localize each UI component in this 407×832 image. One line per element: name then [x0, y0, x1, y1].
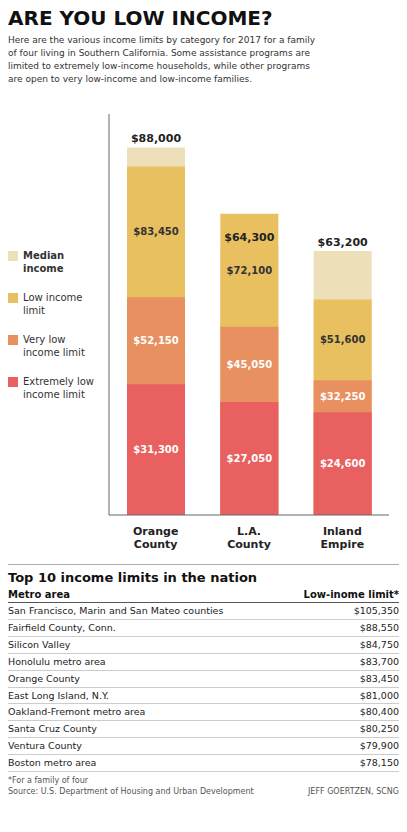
svg-text:$45,050: $45,050 — [227, 359, 273, 370]
svg-text:County: County — [227, 538, 271, 551]
html-text:$80,250: $80,250 — [359, 723, 399, 735]
svg-text:$24,600: $24,600 — [320, 458, 366, 469]
html-text:$78,150: $78,150 — [359, 757, 399, 769]
svg-text:$64,300: $64,300 — [224, 232, 274, 245]
html-text:Extremely low income limit: Extremely low income limit — [23, 376, 94, 401]
svg-text:Orange: Orange — [133, 525, 178, 538]
svg-text:Inland: Inland — [323, 525, 362, 538]
svg-text:L.A.: L.A. — [237, 525, 261, 538]
html-text:$84,750: $84,750 — [359, 638, 399, 650]
svg-text:$63,200: $63,200 — [318, 236, 368, 249]
html-text:Low income limit: Low income limit — [23, 292, 83, 317]
html-text:$83,700: $83,700 — [359, 655, 399, 667]
html-text:$88,550: $88,550 — [359, 622, 399, 634]
html-text:$105,350: $105,350 — [353, 605, 399, 617]
svg-text:Empire: Empire — [321, 538, 365, 551]
html-text:$83,450: $83,450 — [359, 672, 399, 684]
html-text:Oakland-Fremont metro area: Oakland-Fremont metro area — [8, 706, 146, 718]
html-text:Very low income limit: Very low income limit — [23, 334, 85, 359]
html-text:*For a family of four: *For a family of four — [8, 775, 88, 785]
html-text:Median income: Median income — [23, 250, 65, 275]
html-text:$80,400: $80,400 — [359, 706, 399, 718]
html-text:Source: U.S. Department of Hou: Source: U.S. Department of Housing and U… — [8, 786, 254, 796]
svg-text:$52,150: $52,150 — [133, 335, 179, 346]
html-text:Top 10 income limits in the na: Top 10 income limits in the nation — [8, 570, 258, 586]
svg-text:$31,300: $31,300 — [133, 444, 179, 455]
html-text:Ventura County: Ventura County — [8, 740, 82, 752]
html-text:East Long Island, N.Y.: East Long Island, N.Y. — [8, 689, 109, 701]
html-text:Here are the various income li: Here are the various income limits by ca… — [8, 35, 316, 85]
html-text:$79,900: $79,900 — [359, 740, 399, 752]
html-text:JEFF GOERTZEN, SCNG: JEFF GOERTZEN, SCNG — [308, 786, 399, 796]
svg-text:$72,100: $72,100 — [227, 265, 273, 276]
html-text:Metro area: Metro area — [8, 589, 70, 601]
html-text:Orange County: Orange County — [8, 672, 80, 684]
html-text:$81,000: $81,000 — [359, 689, 399, 701]
html-text:Santa Cruz County: Santa Cruz County — [8, 723, 97, 735]
html-text:Low-inome limit*: Low-inome limit* — [303, 589, 399, 601]
html-text:Honolulu metro area: Honolulu metro area — [8, 655, 106, 667]
svg-text:$32,250: $32,250 — [320, 391, 366, 402]
html-text:Fairfield County, Conn.: Fairfield County, Conn. — [8, 622, 116, 634]
svg-text:$51,600: $51,600 — [320, 335, 366, 346]
html-text:San Francisco, Marin and San M: San Francisco, Marin and San Mateo count… — [8, 605, 224, 617]
svg-text:County: County — [134, 538, 178, 551]
html-text:Silicon Valley: Silicon Valley — [8, 638, 71, 650]
html-text:ARE YOU LOW INCOME?: ARE YOU LOW INCOME? — [8, 6, 273, 30]
svg-text:$27,050: $27,050 — [227, 453, 273, 464]
svg-text:$83,450: $83,450 — [133, 226, 179, 237]
svg-text:$88,000: $88,000 — [131, 133, 181, 146]
html-text:Boston metro area: Boston metro area — [8, 757, 97, 769]
